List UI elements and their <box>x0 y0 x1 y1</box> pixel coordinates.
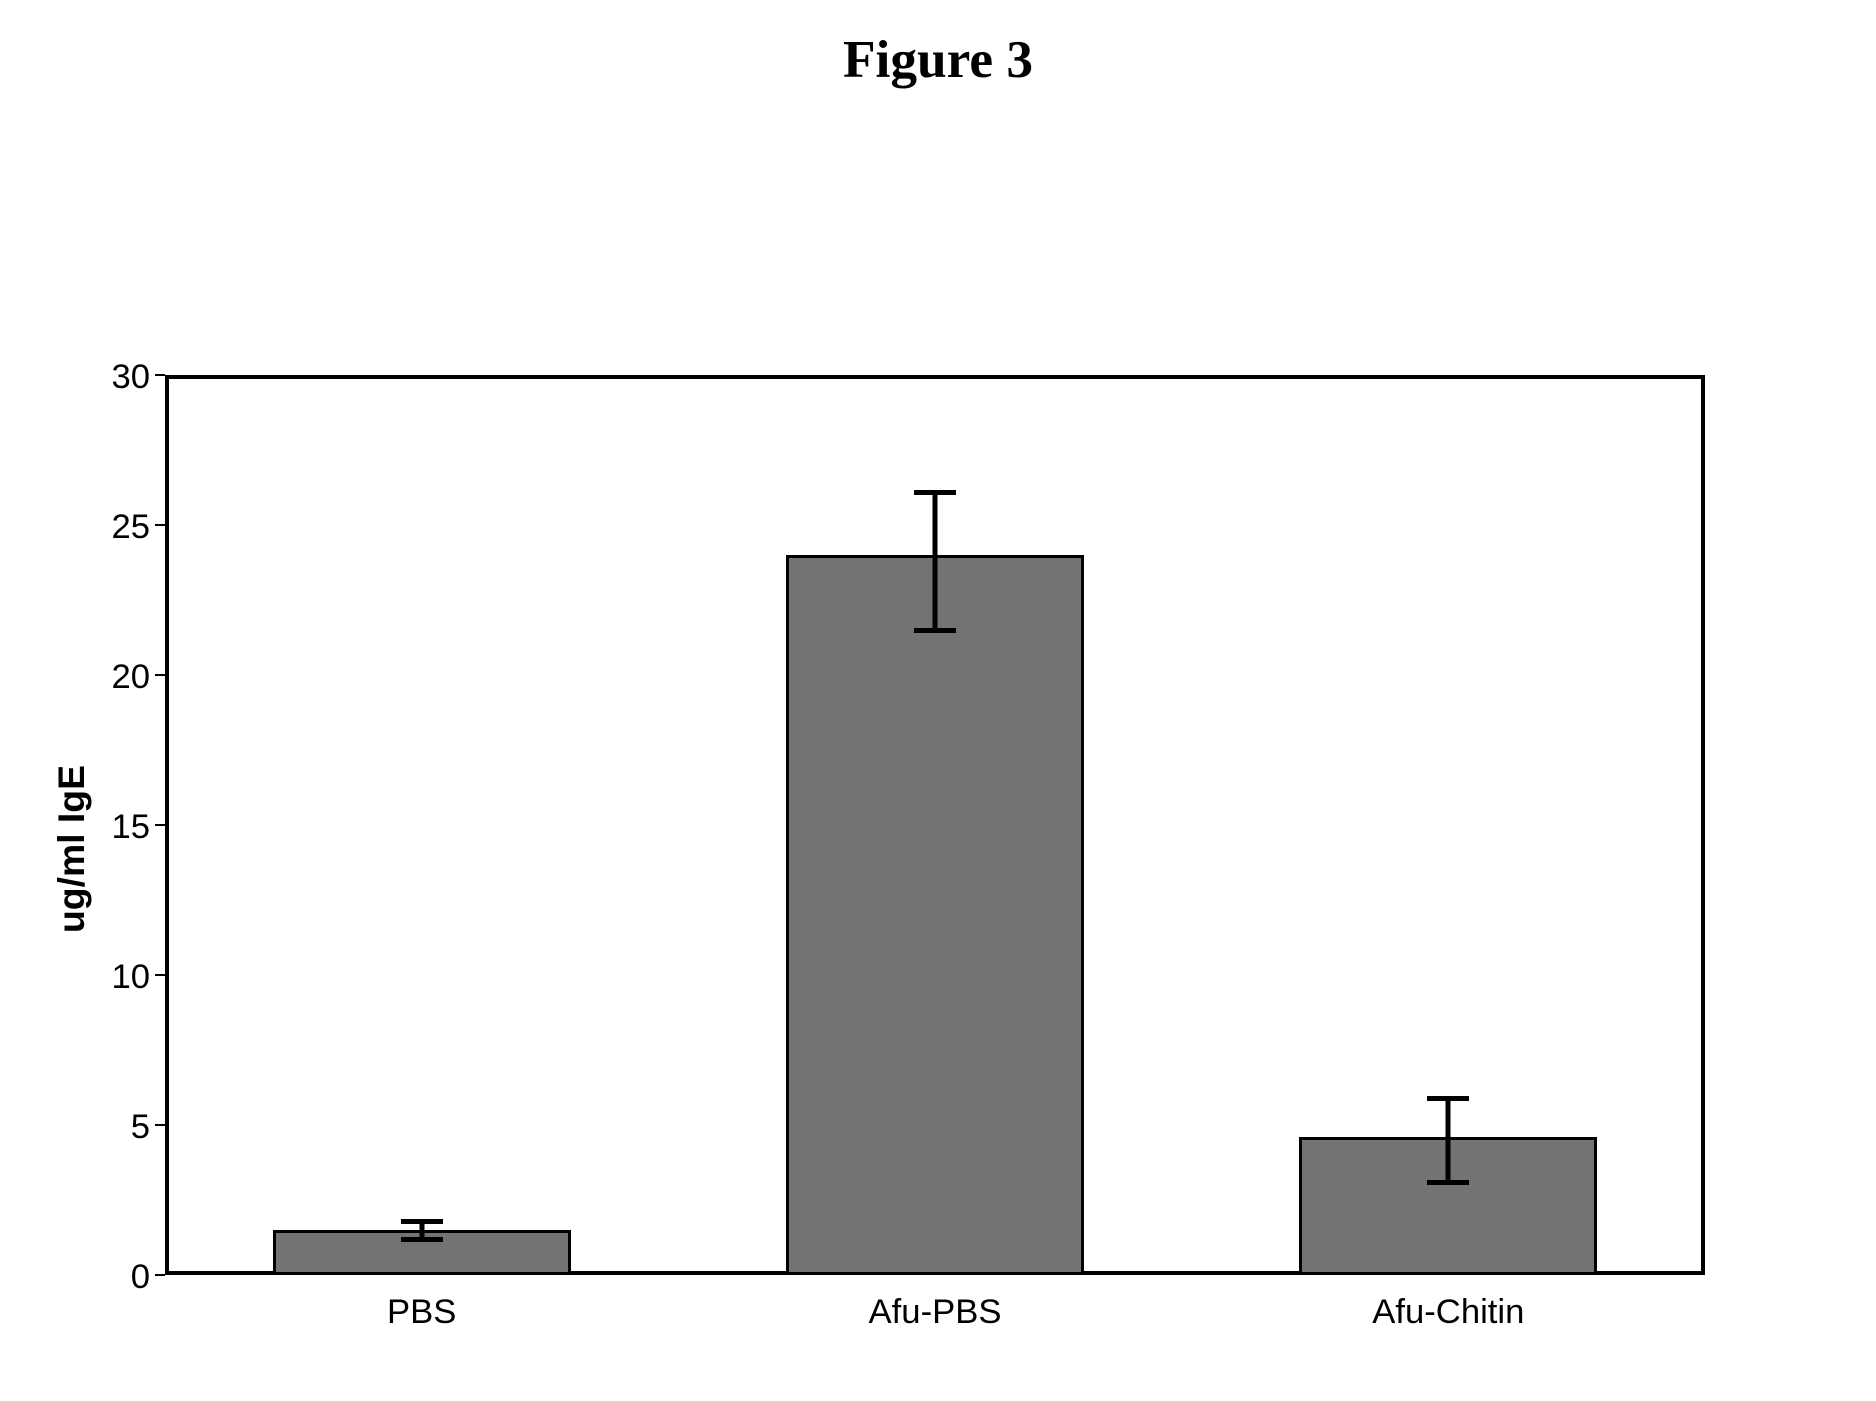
y-tick-mark <box>155 1274 165 1276</box>
y-tick-label: 30 <box>95 358 150 397</box>
figure-title: Figure 3 <box>843 28 1033 90</box>
y-tick-label: 15 <box>95 808 150 847</box>
bar-chart: ug/ml IgE 051015202530 PBSAfu-PBSAfu-Chi… <box>165 375 1705 1275</box>
y-tick-mark <box>155 374 165 376</box>
y-tick-label: 10 <box>95 958 150 997</box>
y-tick-label: 25 <box>95 508 150 547</box>
y-tick-label: 20 <box>95 658 150 697</box>
x-tick-label: Afu-Chitin <box>1298 1293 1598 1332</box>
y-tick-mark <box>155 524 165 526</box>
y-axis-label: ug/ml IgE <box>50 765 93 933</box>
figure-container: { "figure": { "title": "Figure 3", "titl… <box>0 0 1876 1401</box>
y-tick-mark <box>155 1124 165 1126</box>
y-tick-label: 5 <box>95 1108 150 1147</box>
y-tick-label: 0 <box>95 1258 150 1297</box>
bar <box>786 555 1084 1275</box>
x-tick-label: PBS <box>272 1293 572 1332</box>
y-tick-mark <box>155 674 165 676</box>
y-tick-mark <box>155 824 165 826</box>
x-tick-label: Afu-PBS <box>785 1293 1085 1332</box>
y-tick-mark <box>155 974 165 976</box>
